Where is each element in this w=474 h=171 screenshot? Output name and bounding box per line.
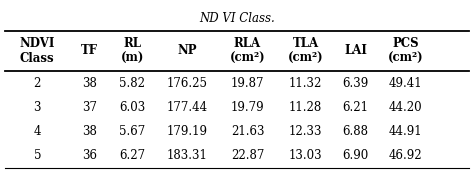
Text: 2: 2 — [34, 77, 41, 90]
Text: (cm²): (cm²) — [229, 52, 265, 65]
Text: 6.21: 6.21 — [342, 101, 368, 114]
Text: 6.03: 6.03 — [119, 101, 146, 114]
Text: NP: NP — [177, 44, 197, 57]
Text: 19.79: 19.79 — [231, 101, 264, 114]
Text: RL: RL — [124, 37, 141, 50]
Text: (m): (m) — [121, 52, 144, 65]
Text: (cm²): (cm²) — [288, 52, 323, 65]
Text: 44.20: 44.20 — [389, 101, 422, 114]
Text: 4: 4 — [34, 125, 41, 138]
Text: 6.27: 6.27 — [119, 149, 146, 162]
Text: 49.41: 49.41 — [389, 77, 422, 90]
Text: 6.39: 6.39 — [342, 77, 369, 90]
Text: 5.82: 5.82 — [119, 77, 146, 90]
Text: PCS: PCS — [392, 37, 419, 50]
Text: 12.33: 12.33 — [289, 125, 322, 138]
Text: 176.25: 176.25 — [166, 77, 208, 90]
Text: 183.31: 183.31 — [167, 149, 208, 162]
Text: NDVI: NDVI — [19, 37, 55, 50]
Text: 19.87: 19.87 — [231, 77, 264, 90]
Text: 37: 37 — [82, 101, 97, 114]
Text: 5.67: 5.67 — [119, 125, 146, 138]
Text: TLA: TLA — [292, 37, 319, 50]
Text: LAI: LAI — [344, 44, 367, 57]
Text: 38: 38 — [82, 77, 97, 90]
Text: Class: Class — [20, 52, 55, 65]
Text: ND VI Class.: ND VI Class. — [199, 12, 275, 25]
Text: 38: 38 — [82, 125, 97, 138]
Text: TF: TF — [81, 44, 98, 57]
Text: 13.03: 13.03 — [289, 149, 322, 162]
Text: 22.87: 22.87 — [231, 149, 264, 162]
Text: 177.44: 177.44 — [166, 101, 208, 114]
Text: 36: 36 — [82, 149, 97, 162]
Text: 3: 3 — [34, 101, 41, 114]
Text: RLA: RLA — [234, 37, 261, 50]
Text: 6.88: 6.88 — [342, 125, 368, 138]
Text: 11.28: 11.28 — [289, 101, 322, 114]
Text: 6.90: 6.90 — [342, 149, 369, 162]
Text: 44.91: 44.91 — [389, 125, 422, 138]
Text: 11.32: 11.32 — [289, 77, 322, 90]
Text: 46.92: 46.92 — [389, 149, 422, 162]
Text: 21.63: 21.63 — [231, 125, 264, 138]
Text: 179.19: 179.19 — [166, 125, 208, 138]
Text: 5: 5 — [34, 149, 41, 162]
Text: (cm²): (cm²) — [388, 52, 423, 65]
